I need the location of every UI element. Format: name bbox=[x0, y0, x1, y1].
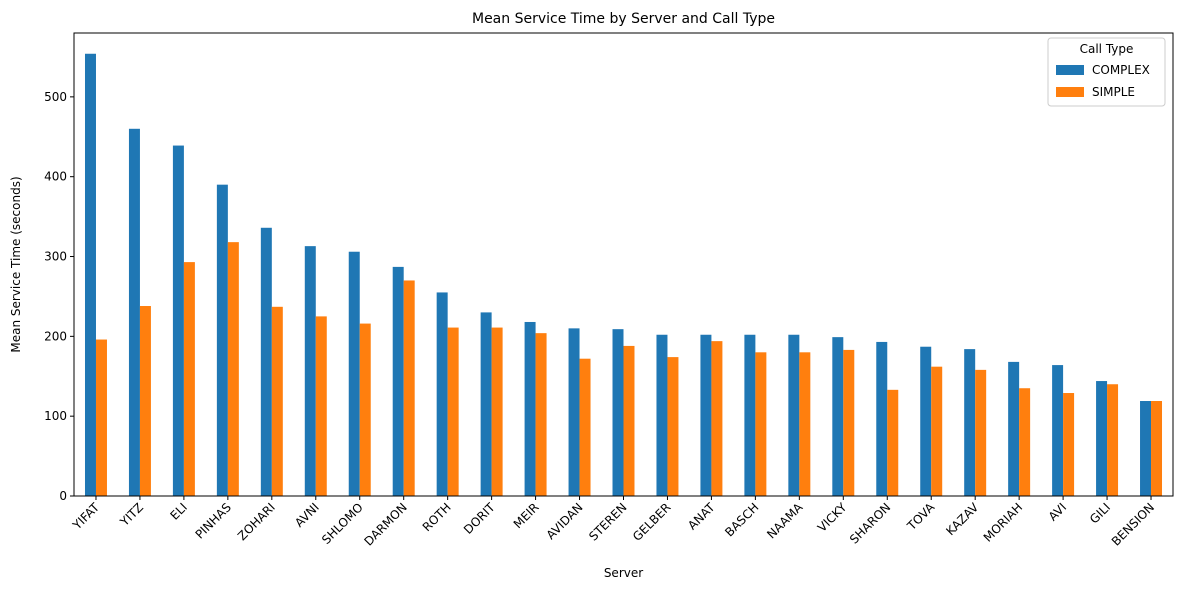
bar-simple-avidan bbox=[579, 358, 591, 496]
bar-simple-avi bbox=[1063, 393, 1075, 496]
x-tick-label: YIFAT bbox=[69, 500, 102, 533]
legend-items: COMPLEX SIMPLE bbox=[1056, 63, 1150, 99]
x-tick-label: NAAMA bbox=[764, 500, 806, 542]
legend-label-complex: COMPLEX bbox=[1092, 63, 1150, 77]
bar-simple-meir bbox=[535, 333, 547, 496]
bar-complex-vicky bbox=[832, 337, 844, 496]
bar-simple-tova bbox=[931, 366, 943, 496]
bar-complex-anat bbox=[700, 334, 712, 496]
x-tick-label: VICKY bbox=[815, 500, 850, 535]
bar-simple-eli bbox=[183, 262, 195, 496]
x-tick-label: AVNI bbox=[292, 500, 322, 530]
bar-complex-kazav bbox=[964, 349, 976, 496]
x-tick-label: TOVA bbox=[904, 500, 938, 534]
bar-simple-dorit bbox=[491, 327, 503, 496]
y-axis-label: Mean Service Time (seconds) bbox=[9, 176, 23, 352]
x-axis: YIFAT YITZ ELI PINHAS ZOHARI AVNISHLOMODARMON… bbox=[69, 496, 1157, 549]
x-tick-label: BENSION bbox=[1109, 500, 1157, 548]
bar-simple-gelber bbox=[667, 357, 679, 496]
legend-label-simple: SIMPLE bbox=[1092, 85, 1135, 99]
x-tick-label: AVIDAN bbox=[544, 500, 586, 542]
bar-simple-basch bbox=[755, 352, 767, 496]
bar-complex-roth bbox=[436, 292, 448, 496]
bar-simple-pinhas bbox=[227, 242, 239, 496]
x-tick-label: SHARON bbox=[847, 500, 893, 546]
y-tick-label: 400 bbox=[44, 170, 67, 184]
bar-simple-darmon bbox=[403, 280, 415, 496]
bar-simple-vicky bbox=[843, 349, 855, 496]
bar-simple-gili bbox=[1107, 384, 1119, 496]
bar-complex-dorit bbox=[480, 312, 492, 496]
bar-complex-avi bbox=[1052, 365, 1064, 496]
bar-complex-naama bbox=[788, 334, 800, 496]
x-tick-label: GILI bbox=[1087, 500, 1113, 526]
x-tick-label: SHLOMO bbox=[319, 500, 366, 547]
bar-simple-bension bbox=[1151, 401, 1163, 496]
bar-complex-darmon bbox=[392, 266, 404, 496]
x-tick-label: PINHAS bbox=[193, 500, 234, 541]
bar-simple-yitz bbox=[139, 306, 151, 496]
bar-complex-moriah bbox=[1008, 361, 1020, 496]
bar-complex-meir bbox=[524, 321, 536, 496]
bars-group bbox=[84, 53, 1163, 497]
bar-complex-eli bbox=[172, 145, 184, 497]
x-tick-label: YITZ bbox=[117, 500, 146, 529]
x-tick-label: ANAT bbox=[685, 500, 718, 533]
bar-complex-sharon bbox=[876, 341, 888, 496]
bar-complex-avni bbox=[304, 246, 316, 496]
bar-complex-avidan bbox=[568, 328, 580, 496]
bar-simple-yifat bbox=[95, 339, 107, 496]
y-tick-label: 300 bbox=[44, 250, 67, 264]
legend-title: Call Type bbox=[1080, 42, 1134, 56]
legend-swatch-simple bbox=[1056, 87, 1084, 97]
x-tick-label: AVI bbox=[1046, 500, 1069, 523]
chart-title: Mean Service Time by Server and Call Typ… bbox=[472, 11, 775, 27]
bar-complex-pinhas bbox=[216, 184, 228, 496]
legend-swatch-complex bbox=[1056, 65, 1084, 75]
x-axis-label: Server bbox=[604, 566, 643, 580]
plot-frame bbox=[73, 32, 1174, 497]
bar-simple-steren bbox=[623, 345, 635, 496]
bar-complex-steren bbox=[612, 329, 624, 496]
bar-complex-yitz bbox=[128, 128, 140, 497]
bar-complex-bension bbox=[1140, 401, 1152, 496]
bar-complex-zohari bbox=[260, 227, 272, 497]
bar-complex-gelber bbox=[656, 334, 668, 496]
y-tick-label: 0 bbox=[59, 489, 67, 503]
x-tick-label: DARMON bbox=[361, 500, 409, 548]
bar-complex-basch bbox=[744, 334, 756, 496]
bar-simple-shlomo bbox=[359, 323, 371, 496]
x-tick-label: BASCH bbox=[722, 500, 761, 539]
bar-simple-avni bbox=[315, 316, 327, 496]
x-tick-label: GELBER bbox=[630, 500, 674, 544]
x-tick-label: MORIAH bbox=[981, 500, 1025, 544]
y-axis: 0 100 200 300 400 500 bbox=[44, 90, 74, 503]
bar-simple-zohari bbox=[271, 306, 283, 496]
x-tick-label: DORIT bbox=[461, 500, 498, 537]
bar-complex-gili bbox=[1096, 381, 1108, 496]
bar-complex-shlomo bbox=[348, 251, 360, 496]
y-tick-label: 500 bbox=[44, 90, 67, 104]
bar-complex-yifat bbox=[84, 53, 96, 496]
bar-simple-sharon bbox=[887, 389, 899, 496]
x-tick-label: ZOHARI bbox=[235, 500, 278, 543]
legend: Call Type COMPLEX SIMPLE bbox=[1047, 37, 1166, 107]
bar-simple-naama bbox=[799, 352, 811, 496]
x-tick-label: KAZAV bbox=[943, 500, 982, 539]
bar-simple-moriah bbox=[1019, 388, 1031, 496]
bar-simple-kazav bbox=[975, 369, 987, 496]
bar-simple-roth bbox=[447, 327, 459, 496]
bar-complex-tova bbox=[920, 346, 932, 496]
y-tick-label: 100 bbox=[44, 409, 67, 423]
x-tick-label: ROTH bbox=[420, 500, 454, 534]
x-tick-label: ELI bbox=[168, 500, 190, 522]
bar-simple-anat bbox=[711, 341, 723, 496]
x-tick-label: STEREN bbox=[586, 500, 629, 543]
y-tick-label: 200 bbox=[44, 329, 67, 343]
x-tick-label: MEIR bbox=[511, 500, 542, 531]
